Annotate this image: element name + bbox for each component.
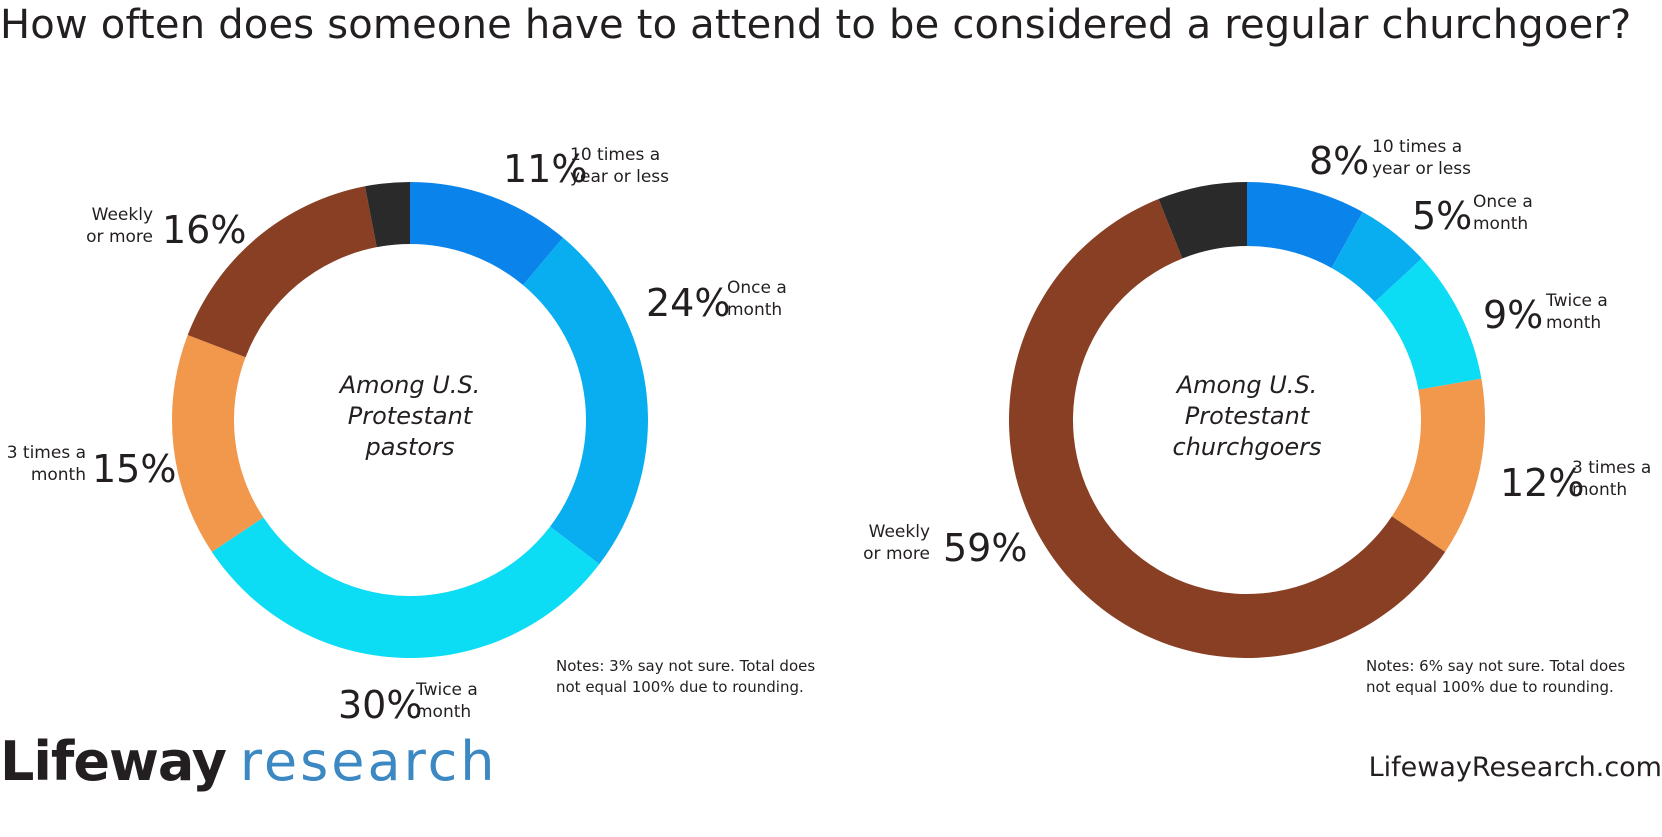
center-label-line: Protestant [348,402,474,430]
donut-slice [1391,378,1486,552]
chart-title: How often does someone have to attend to… [0,2,1632,48]
slice-category-label: year or less [570,167,669,187]
center-label-line: Among U.S. [338,371,481,399]
site-url: LifewayResearch.com [1368,752,1662,783]
donut-slice [1158,182,1247,259]
brand-logo-part1: Lifeway [0,730,227,793]
slice-category-label: Twice a [1545,291,1608,311]
slice-category-label: Twice a [415,680,478,700]
slice-category-label: 3 times a [7,443,86,463]
slice-category-label: Weekly [869,522,930,542]
chart-note-pastors: Notes: 3% say not sure. Total does not e… [556,656,815,698]
donut-slice [523,237,648,565]
donut-slice [1009,199,1446,658]
chart-note-churchgoers: Notes: 6% say not sure. Total does not e… [1366,656,1625,698]
note-line: Notes: 3% say not sure. Total does [556,657,816,675]
slice-category-label: month [1546,313,1601,333]
donut-slice [211,517,600,659]
donut-slice [1331,212,1422,302]
slice-value-label: 30% [338,683,422,727]
slice-category-label: month [1473,214,1528,234]
donut-slice [1374,258,1482,390]
slice-value-label: 24% [646,281,730,325]
slice-value-label: 8% [1309,139,1369,183]
center-label-line: churchgoers [1173,433,1322,461]
slice-category-label: Weekly [92,205,153,225]
center-label-line: Among U.S. [1175,371,1318,399]
brand-logo-part2: research [239,730,498,793]
slice-category-label: or more [863,544,930,564]
donut-slice [410,182,563,286]
slice-value-label: 16% [162,208,246,252]
slice-category-label: month [31,465,86,485]
slice-value-label: 5% [1412,194,1472,238]
slice-category-label: month [416,702,471,722]
slice-category-label: Once a [727,278,787,298]
slice-value-label: 15% [92,447,176,491]
slice-category-label: year or less [1372,159,1471,179]
brand-logo: Lifeway research [0,727,498,797]
note-line: not equal 100% due to rounding. [1366,678,1614,696]
slice-category-label: 10 times a [570,145,660,165]
slice-value-label: 12% [1500,461,1584,505]
slice-category-label: 10 times a [1372,137,1462,157]
center-label-line: pastors [365,433,455,461]
donut-chart-1: Among U.S. Protestant churchgoers 8% 10 time… [863,137,1651,658]
donut-slice [1247,182,1363,268]
slice-value-label: 59% [943,526,1027,570]
note-line: not equal 100% due to rounding. [556,678,804,696]
center-label-line: Protestant [1185,402,1311,430]
donut-slice [187,186,377,358]
donut-slice [364,182,410,248]
note-line: Notes: 6% say not sure. Total does [1366,657,1626,675]
donut-slice [172,335,264,552]
slice-value-label: 9% [1483,293,1543,337]
slice-category-label: month [727,300,782,320]
slice-value-label: 11% [503,147,587,191]
slice-category-label: month [1572,480,1627,500]
slice-category-label: or more [86,227,153,247]
donut-chart-0: Among U.S. Protestant pastors 11%10 times a… [7,145,787,727]
slice-category-label: 3 times a [1572,458,1651,478]
slice-category-label: Once a [1473,192,1533,212]
